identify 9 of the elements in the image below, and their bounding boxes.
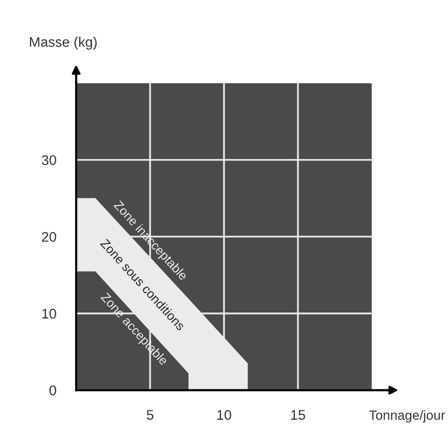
x-tick-label: 10	[217, 410, 232, 420]
y-tick-label: 30	[42, 155, 56, 166]
y-tick-label: 10	[42, 308, 56, 319]
y-tick-label: 0	[50, 386, 56, 396]
x-axis-title: Tonnage/jour	[369, 410, 445, 422]
y-tick-label: 20	[42, 232, 56, 242]
x-tick-label: 5	[146, 410, 154, 420]
x-tick-label: 15	[291, 410, 306, 420]
y-axis-title: Masse (kg)	[30, 36, 97, 50]
